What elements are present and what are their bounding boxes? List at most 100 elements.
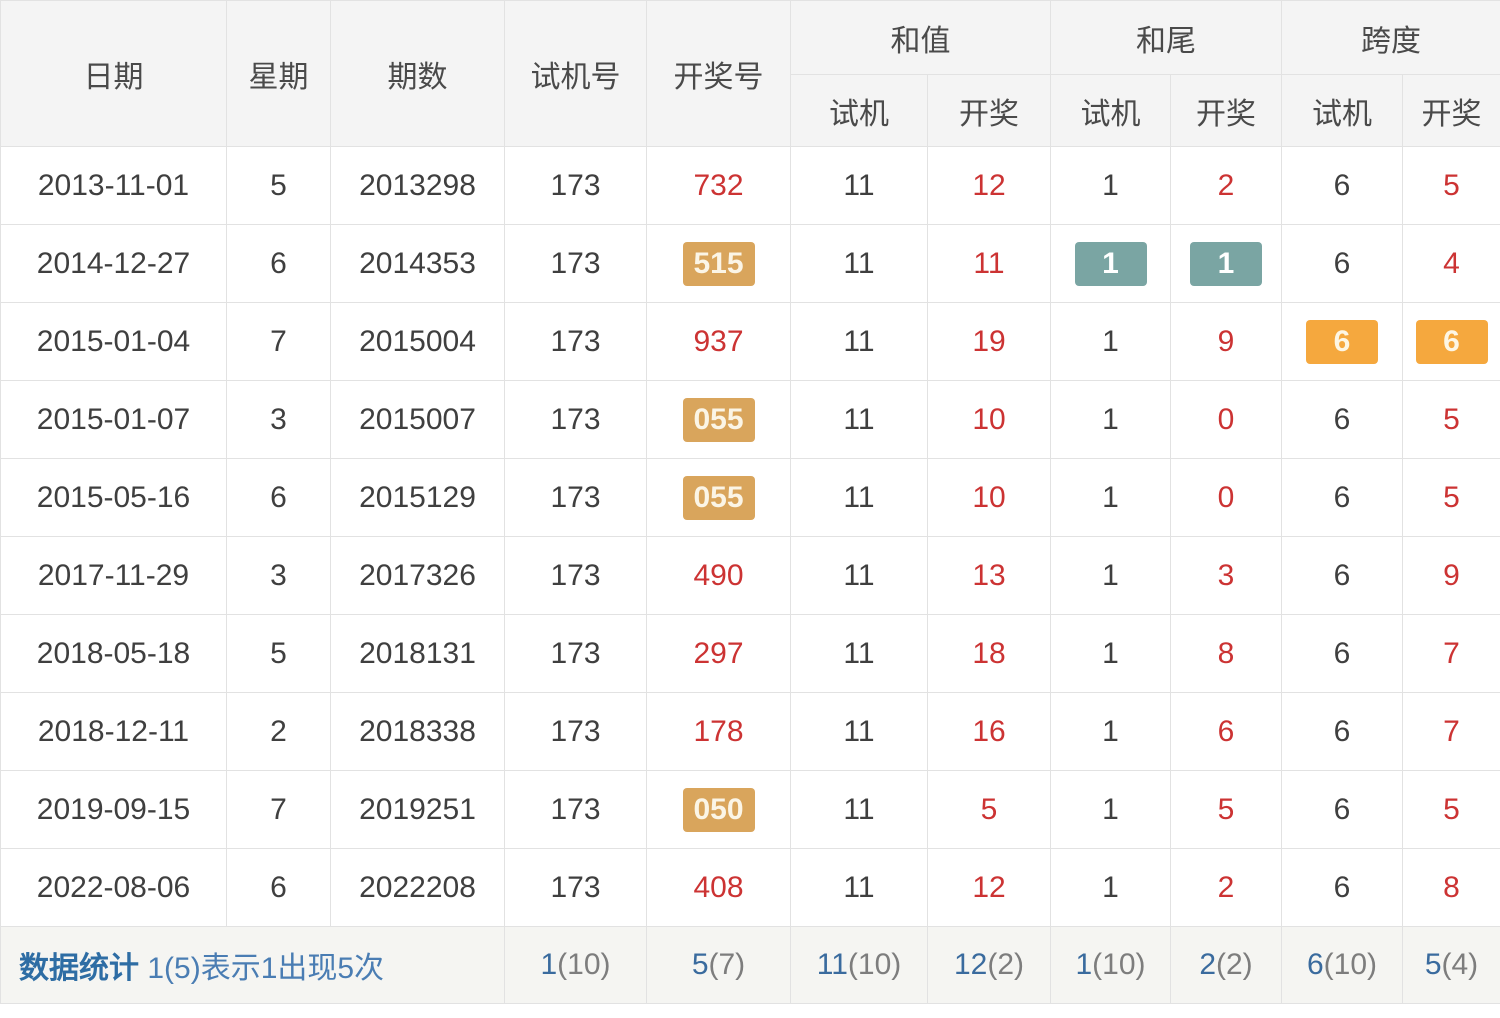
cell-week: 5 xyxy=(226,614,331,693)
stat-tail-test: 1(10) xyxy=(1050,926,1171,1004)
table-row: 2015-01-04 7 2015004 173 937 11 19 1 9 6 6 xyxy=(0,302,1500,381)
stat-value: 11 xyxy=(816,948,848,981)
cell-week: 7 xyxy=(226,302,331,381)
cell-open-no: 055 xyxy=(646,380,791,459)
cell-tail-open: 3 xyxy=(1170,536,1282,615)
stat-test-no: 1(10) xyxy=(504,926,647,1004)
cell-tail-test: 1 xyxy=(1050,380,1171,459)
column-header-open-no: 开奖号 xyxy=(646,0,791,147)
group-header-span: 跨度 xyxy=(1281,0,1500,75)
cell-span-open: 5 xyxy=(1402,458,1500,537)
cell-test-no: 173 xyxy=(504,224,647,303)
cell-open-no: 937 xyxy=(646,302,791,381)
cell-date: 2018-12-11 xyxy=(0,692,227,771)
cell-open-no: 297 xyxy=(646,614,791,693)
stat-sum-open: 12(2) xyxy=(927,926,1051,1004)
table-row: 2018-05-18 5 2018131 173 297 11 18 1 8 6 7 xyxy=(0,614,1500,693)
cell-date: 2022-08-06 xyxy=(0,848,227,927)
subheader-span-open: 开奖 xyxy=(1402,74,1500,147)
cell-sum-open: 12 xyxy=(927,848,1051,927)
table-footer: 数据统计 1(5)表示1出现5次 1(10) 5(7) 11(10) 12(2)… xyxy=(0,926,1500,1004)
subheader-tail-test: 试机 xyxy=(1050,74,1171,147)
cell-week: 6 xyxy=(226,458,331,537)
cell-sum-test: 11 xyxy=(790,614,928,693)
subheader-sum-open: 开奖 xyxy=(927,74,1051,147)
cell-tail-test: 1 xyxy=(1050,614,1171,693)
cell-open-no: 515 xyxy=(646,224,791,303)
cell-sum-test: 11 xyxy=(790,380,928,459)
column-header-week: 星期 xyxy=(226,0,331,147)
cell-span-open: 7 xyxy=(1402,614,1500,693)
stat-tail-open: 2(2) xyxy=(1170,926,1282,1004)
cell-period: 2019251 xyxy=(330,770,505,849)
stat-value: 1 xyxy=(540,948,558,981)
cell-date: 2017-11-29 xyxy=(0,536,227,615)
cell-span-test: 6 xyxy=(1281,770,1403,849)
cell-span-open: 6 xyxy=(1402,302,1500,381)
cell-span-test: 6 xyxy=(1281,302,1403,381)
stat-times: (10) xyxy=(557,948,611,981)
cell-sum-test: 11 xyxy=(790,302,928,381)
cell-test-no: 173 xyxy=(504,614,647,693)
cell-date: 2018-05-18 xyxy=(0,614,227,693)
cell-tail-open: 6 xyxy=(1170,692,1282,771)
cell-date: 2013-11-01 xyxy=(0,146,227,225)
cell-tail-open: 0 xyxy=(1170,458,1282,537)
subheader-sum-test: 试机 xyxy=(790,74,928,147)
cell-sum-open: 5 xyxy=(927,770,1051,849)
stat-value: 12 xyxy=(953,948,988,981)
highlight-badge-gold: 050 xyxy=(682,787,755,832)
cell-week: 5 xyxy=(226,146,331,225)
cell-date: 2015-01-04 xyxy=(0,302,227,381)
cell-test-no: 173 xyxy=(504,302,647,381)
cell-date: 2015-05-16 xyxy=(0,458,227,537)
cell-tail-open: 2 xyxy=(1170,146,1282,225)
stat-value: 1 xyxy=(1075,948,1093,981)
highlight-badge-gold: 515 xyxy=(682,241,755,286)
cell-tail-test: 1 xyxy=(1050,770,1171,849)
cell-sum-test: 11 xyxy=(790,224,928,303)
cell-span-open: 5 xyxy=(1402,770,1500,849)
stats-title: 数据统计 xyxy=(19,952,139,985)
header-group-row: 日期 星期 期数 试机号 开奖号 和值 和尾 跨度 xyxy=(0,0,1500,147)
cell-open-no: 178 xyxy=(646,692,791,771)
stat-times: (10) xyxy=(847,948,902,981)
cell-test-no: 173 xyxy=(504,692,647,771)
stat-sum-test: 11(10) xyxy=(790,926,928,1004)
cell-test-no: 173 xyxy=(504,848,647,927)
stats-row: 数据统计 1(5)表示1出现5次 1(10) 5(7) 11(10) 12(2)… xyxy=(0,926,1500,1004)
cell-open-no: 490 xyxy=(646,536,791,615)
column-header-date: 日期 xyxy=(0,0,227,147)
table-row: 2013-11-01 5 2013298 173 732 11 12 1 2 6 5 xyxy=(0,146,1500,225)
cell-tail-test: 1 xyxy=(1050,536,1171,615)
stat-open-no: 5(7) xyxy=(646,926,791,1004)
highlight-badge-orange: 6 xyxy=(1415,319,1488,364)
cell-period: 2014353 xyxy=(330,224,505,303)
stat-times: (7) xyxy=(708,948,746,981)
table-row: 2022-08-06 6 2022208 173 408 11 12 1 2 6 8 xyxy=(0,848,1500,927)
cell-sum-open: 12 xyxy=(927,146,1051,225)
cell-week: 3 xyxy=(226,380,331,459)
stat-value: 6 xyxy=(1306,948,1324,981)
cell-test-no: 173 xyxy=(504,380,647,459)
group-header-sum: 和值 xyxy=(790,0,1051,75)
cell-week: 6 xyxy=(226,848,331,927)
stat-times: (2) xyxy=(1216,948,1253,981)
cell-span-test: 6 xyxy=(1281,692,1403,771)
stat-times: (2) xyxy=(987,948,1025,981)
cell-open-no: 408 xyxy=(646,848,791,927)
table-row: 2017-11-29 3 2017326 173 490 11 13 1 3 6 9 xyxy=(0,536,1500,615)
cell-test-no: 173 xyxy=(504,458,647,537)
cell-span-open: 5 xyxy=(1402,146,1500,225)
highlight-badge-teal: 1 xyxy=(1190,241,1262,286)
cell-sum-open: 11 xyxy=(927,224,1051,303)
cell-open-no: 055 xyxy=(646,458,791,537)
cell-tail-open: 5 xyxy=(1170,770,1282,849)
stat-span-open: 5(4) xyxy=(1402,926,1500,1004)
cell-span-test: 6 xyxy=(1281,224,1403,303)
highlight-badge-gold: 055 xyxy=(682,397,755,442)
cell-period: 2015129 xyxy=(330,458,505,537)
cell-open-no: 050 xyxy=(646,770,791,849)
cell-span-test: 6 xyxy=(1281,848,1403,927)
